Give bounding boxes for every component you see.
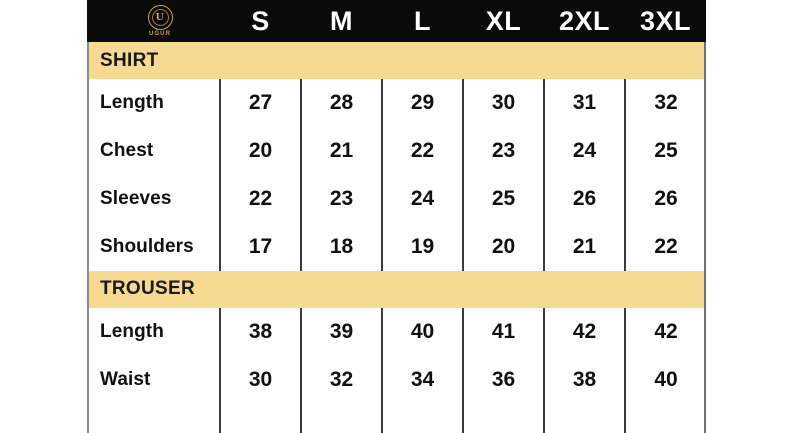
cell-value: 39: [300, 308, 382, 356]
section-band-filler: [382, 42, 463, 80]
cell-value: 24: [381, 175, 463, 223]
cell-value: 21: [300, 127, 382, 176]
filler-cell: [462, 403, 544, 433]
cell-value: 23: [300, 175, 382, 223]
column-header-xl: XL: [463, 0, 544, 42]
table-bottom-filler: [87, 403, 706, 433]
cell-value: 26: [543, 175, 625, 223]
column-header-2xl: 2XL: [544, 0, 625, 42]
column-header-l: L: [382, 0, 463, 42]
cell-value: 36: [462, 355, 544, 404]
ugur-circle-logo-icon: U UĞUR: [100, 0, 220, 42]
cell-value: 32: [300, 355, 382, 404]
size-chart-table-wrapper: U UĞUR S M L XL 2XL 3XL SHIRT: [87, 0, 706, 433]
cell-value: 40: [381, 308, 463, 356]
row-label: Shoulders: [87, 222, 220, 271]
column-header-s: S: [220, 0, 301, 42]
cell-value: 25: [462, 175, 544, 223]
cell-value: 27: [219, 79, 301, 128]
cell-value: 38: [219, 308, 301, 356]
logo-outer-ring: U: [147, 5, 173, 30]
cell-value: 20: [462, 222, 544, 271]
section-title-shirt: SHIRT: [87, 42, 220, 80]
cell-value: 31: [543, 79, 625, 128]
header-row: U UĞUR S M L XL 2XL 3XL: [87, 0, 706, 42]
section-band-filler: [463, 270, 544, 309]
section-band-filler: [220, 270, 301, 309]
cell-value: 29: [381, 79, 463, 128]
filler-cell: [624, 403, 706, 433]
table-row: Length 38 39 40 41 42 42: [87, 308, 706, 356]
cell-value: 23: [462, 127, 544, 176]
filler-cell: [381, 403, 463, 433]
table-body: SHIRT Length 27 28 29 30 31 32: [87, 42, 706, 433]
cell-value: 22: [381, 127, 463, 176]
row-label: Length: [87, 308, 220, 356]
filler-cell: [87, 403, 220, 433]
section-band-filler: [301, 42, 382, 80]
row-label: Chest: [87, 127, 220, 176]
section-band-filler: [463, 42, 544, 80]
cell-value: 32: [624, 79, 706, 128]
section-title-trouser: TROUSER: [87, 270, 220, 309]
cell-value: 17: [219, 222, 301, 271]
section-header-trouser: TROUSER: [87, 270, 706, 309]
cell-value: 18: [300, 222, 382, 271]
brand-logo-cell: U UĞUR: [87, 0, 220, 42]
cell-value: 19: [381, 222, 463, 271]
cell-value: 25: [624, 127, 706, 176]
cell-value: 30: [219, 355, 301, 404]
cell-value: 24: [543, 127, 625, 176]
cell-value: 22: [624, 222, 706, 271]
row-label: Sleeves: [87, 175, 220, 223]
table-row: Length 27 28 29 30 31 32: [87, 79, 706, 128]
cell-value: 20: [219, 127, 301, 176]
cell-value: 28: [300, 79, 382, 128]
filler-cell: [219, 403, 301, 433]
table-header: U UĞUR S M L XL 2XL 3XL: [87, 0, 706, 42]
cell-value: 41: [462, 308, 544, 356]
column-header-3xl: 3XL: [625, 0, 706, 42]
section-band-filler: [625, 270, 706, 309]
section-band-filler: [301, 270, 382, 309]
column-header-m: M: [301, 0, 382, 42]
cell-value: 42: [543, 308, 625, 356]
cell-value: 34: [381, 355, 463, 404]
section-band-filler: [544, 42, 625, 80]
cell-value: 42: [624, 308, 706, 356]
row-label: Waist: [87, 355, 220, 404]
table-row: Sleeves 22 23 24 25 26 26: [87, 175, 706, 223]
filler-cell: [300, 403, 382, 433]
filler-cell: [543, 403, 625, 433]
logo-wordmark: UĞUR: [148, 31, 172, 37]
section-band-filler: [544, 270, 625, 309]
section-band-filler: [220, 42, 301, 80]
cell-value: 21: [543, 222, 625, 271]
cell-value: 22: [219, 175, 301, 223]
cell-value: 26: [624, 175, 706, 223]
section-band-filler: [625, 42, 706, 80]
table-row: Chest 20 21 22 23 24 25: [87, 127, 706, 176]
table-row: Waist 30 32 34 36 38 40: [87, 355, 706, 404]
cell-value: 40: [624, 355, 706, 404]
table-row: Shoulders 17 18 19 20 21 22: [87, 222, 706, 271]
size-chart-table: U UĞUR S M L XL 2XL 3XL SHIRT: [87, 0, 706, 433]
row-label: Length: [87, 79, 220, 128]
logo-monogram: U: [151, 9, 169, 26]
cell-value: 38: [543, 355, 625, 404]
section-band-filler: [382, 270, 463, 309]
cell-value: 30: [462, 79, 544, 128]
section-header-shirt: SHIRT: [87, 42, 706, 80]
